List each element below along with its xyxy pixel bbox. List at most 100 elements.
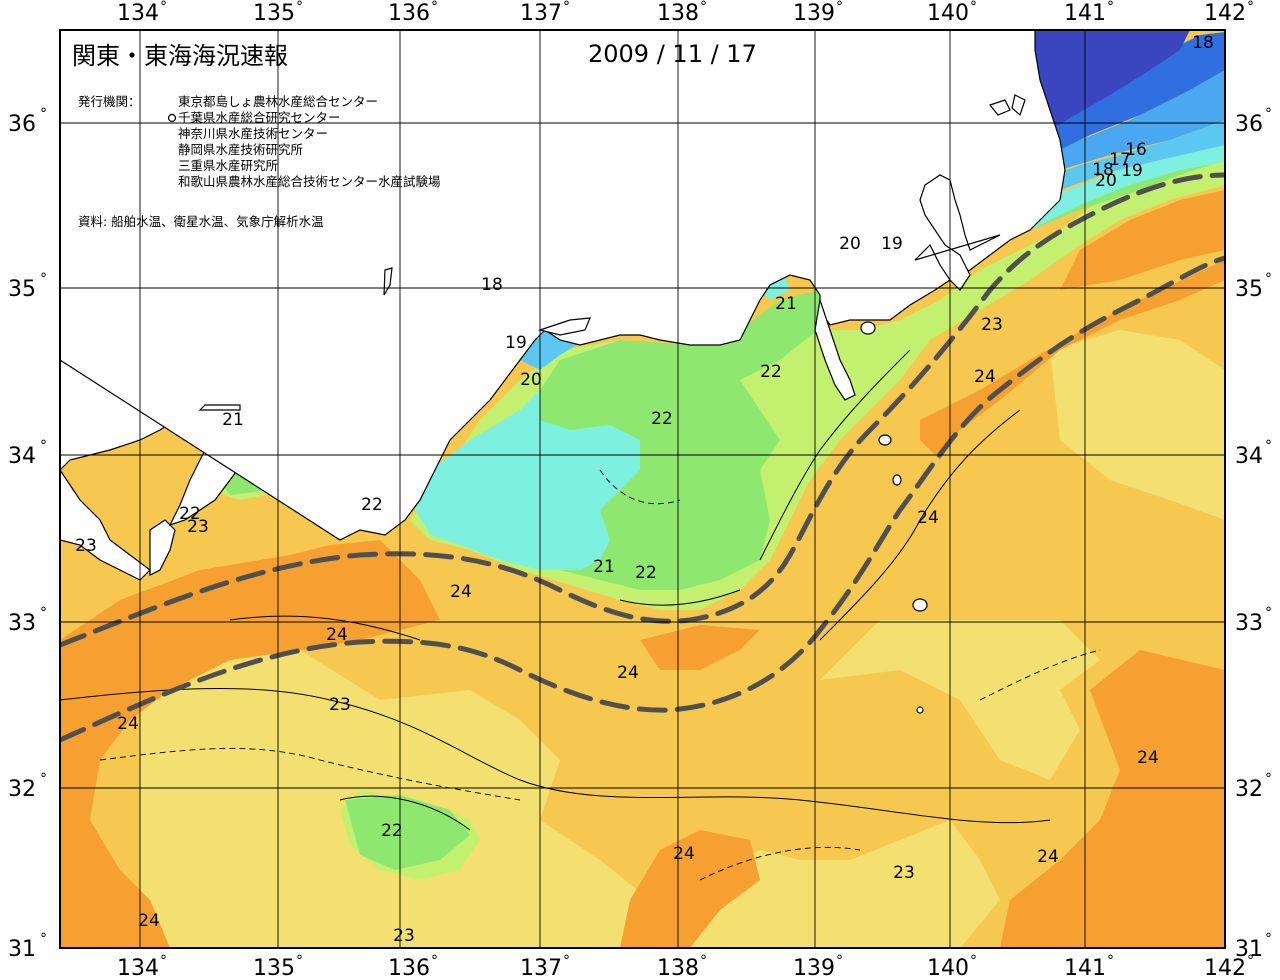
contour-label: 22 xyxy=(361,495,383,515)
contour-label: 19 xyxy=(505,333,527,353)
svg-text:°: ° xyxy=(431,0,438,15)
svg-text:°: ° xyxy=(970,0,977,15)
contour-label: 20 xyxy=(1095,171,1117,191)
kuroshio-axis-north xyxy=(60,172,1225,648)
lon-label-135-bottom: 135 xyxy=(253,956,295,980)
publisher-item: 神奈川県水産技術センター xyxy=(178,126,328,141)
contour-label: 22 xyxy=(635,563,657,583)
lat-label-34-right: 34 xyxy=(1235,444,1263,469)
svg-text:°: ° xyxy=(40,605,47,621)
svg-text:°: ° xyxy=(40,106,47,122)
lat-label-31-left: 31 xyxy=(8,937,36,962)
contour-label: 24 xyxy=(917,508,939,528)
svg-text:°: ° xyxy=(700,0,707,15)
sst-zone-25-east xyxy=(920,260,1225,460)
svg-text:°: ° xyxy=(563,0,570,15)
lon-label-137-bottom: 137 xyxy=(520,956,562,980)
svg-text:°: ° xyxy=(1265,771,1272,787)
svg-text:°: ° xyxy=(836,0,843,15)
publisher-item: 千葉県水産総合研究センター xyxy=(178,110,341,125)
sst-zone-25-east-north xyxy=(1060,190,1225,290)
contour-label: 24 xyxy=(117,714,139,734)
svg-text:°: ° xyxy=(563,953,570,969)
lat-label-36-left: 36 xyxy=(8,112,36,137)
sst-zone-25-southeast xyxy=(1000,650,1225,948)
sst-zone-25-south xyxy=(620,830,760,948)
contour-label: 23 xyxy=(187,517,209,537)
contour-label: 18 xyxy=(1092,160,1114,180)
lat-label-33-right: 33 xyxy=(1235,611,1263,636)
contour-labels: 18 16 18 17 19 20 20 19 18 19 20 21 22 2… xyxy=(75,33,1214,946)
map-plot xyxy=(60,30,1225,948)
sst-zone-23-east xyxy=(1050,330,1225,520)
lon-label-142-top: 142 xyxy=(1204,1,1246,26)
lon-label-139-bottom: 139 xyxy=(793,956,835,980)
lon-label-134-bottom: 134 xyxy=(117,956,159,980)
lon-label-135-top: 135 xyxy=(253,1,295,26)
lon-label-136-top: 136 xyxy=(388,1,430,26)
contour-label: 22 xyxy=(760,362,782,382)
sst-zone-16-ne xyxy=(1035,30,1190,130)
lon-label-134-top: 134 xyxy=(117,1,159,26)
contour-label: 22 xyxy=(381,821,403,841)
contour-label: 24 xyxy=(974,367,996,387)
publisher-item: 東京都島しょ農林水産総合センター xyxy=(178,94,378,109)
contour-label: 22 xyxy=(651,409,673,429)
sst-zone-17-ne xyxy=(1030,32,1225,155)
latitude-labels-right: 36 35 34 33 32 31 xyxy=(1235,112,1263,962)
lon-label-140-bottom: 140 xyxy=(927,956,969,980)
svg-text:°: ° xyxy=(1247,0,1254,15)
contour-label: 23 xyxy=(75,536,97,556)
map-title: 関東・東海海況速報 xyxy=(72,42,288,70)
svg-text:°: ° xyxy=(836,953,843,969)
map-date: 2009 / 11 / 17 xyxy=(588,40,757,68)
plot-border xyxy=(59,29,1226,949)
sst-zone-20-ne xyxy=(1000,145,1225,240)
svg-text:°: ° xyxy=(431,953,438,969)
svg-text:°: ° xyxy=(160,953,167,969)
publisher-item: 静岡県水産技術研究所 xyxy=(178,142,303,157)
contour-label: 24 xyxy=(326,625,348,645)
lat-label-34-left: 34 xyxy=(8,444,36,469)
contour-label: 16 xyxy=(1125,140,1147,160)
marker-circle-icon xyxy=(167,113,177,123)
svg-text:°: ° xyxy=(700,953,707,969)
svg-text:°: ° xyxy=(970,953,977,969)
contour-label: 21 xyxy=(222,410,244,430)
svg-text:°: ° xyxy=(1107,953,1114,969)
sst-zone-20 xyxy=(410,390,640,570)
publisher-block: 発行機関： 東京都島しょ農林水産総合センター 千葉県水産総合研究センター 神奈川… xyxy=(78,94,441,229)
publisher-item: 和歌山県農林水産総合技術センター水産試験場 xyxy=(178,174,441,189)
lat-label-35-right: 35 xyxy=(1235,277,1263,302)
svg-text:°: ° xyxy=(1265,271,1272,287)
svg-text:°: ° xyxy=(1265,931,1272,947)
lon-label-142-bottom: 142 xyxy=(1204,956,1246,980)
longitude-labels-bottom: 134 135 136 137 138 139 140 141 142 xyxy=(117,956,1246,980)
contour-label: 20 xyxy=(839,234,861,254)
svg-text:°: ° xyxy=(1265,605,1272,621)
svg-text:°: ° xyxy=(160,0,167,15)
publisher-item: 三重県水産研究所 xyxy=(178,158,278,173)
contour-label: 24 xyxy=(673,844,695,864)
contour-label: 17 xyxy=(1109,150,1131,170)
latitude-degree-right: ° ° ° ° ° ° xyxy=(1265,106,1272,947)
contour-label: 24 xyxy=(1037,847,1059,867)
svg-text:°: ° xyxy=(40,771,47,787)
lon-label-139-top: 139 xyxy=(793,1,835,26)
lat-label-35-left: 35 xyxy=(8,277,36,302)
contour-label: 18 xyxy=(1192,33,1214,53)
contour-label: 21 xyxy=(775,294,797,314)
sst-zone-23-southeast xyxy=(820,620,1100,780)
lat-label-33-left: 33 xyxy=(8,611,36,636)
contour-label: 18 xyxy=(481,275,503,295)
contour-label: 24 xyxy=(617,663,639,683)
longitude-degree-bottom: ° ° ° ° ° ° ° ° ° xyxy=(160,953,1254,969)
svg-text:°: ° xyxy=(1265,106,1272,122)
contour-label: 19 xyxy=(881,234,903,254)
isotherm-lines xyxy=(60,349,1051,831)
lon-label-136-bottom: 136 xyxy=(388,956,430,980)
lon-label-138-bottom: 138 xyxy=(657,956,699,980)
sst-zone-23-south xyxy=(140,640,1000,948)
kuroshio-axis-south xyxy=(60,255,1225,743)
